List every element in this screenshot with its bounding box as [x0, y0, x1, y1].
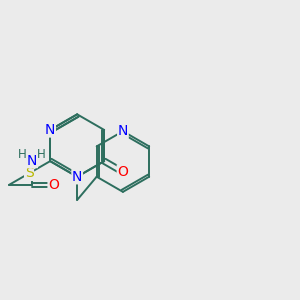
Text: N: N [27, 154, 37, 168]
Text: N: N [72, 170, 83, 184]
Text: H: H [37, 148, 46, 160]
Text: N: N [45, 123, 55, 137]
Text: N: N [118, 124, 128, 138]
Text: O: O [117, 165, 128, 179]
Text: H: H [18, 148, 27, 160]
Text: O: O [48, 178, 59, 192]
Text: S: S [25, 166, 33, 180]
